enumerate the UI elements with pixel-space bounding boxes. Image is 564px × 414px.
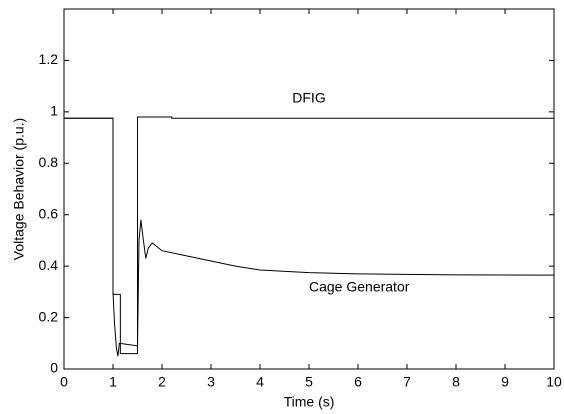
y-tick-label: 0.2 xyxy=(39,308,59,324)
y-tick-label: 0.4 xyxy=(39,257,59,273)
series-line xyxy=(64,117,555,357)
y-tick-label: 0.6 xyxy=(39,205,59,221)
series-annotation: Cage Generator xyxy=(309,279,410,295)
x-tick-label: 5 xyxy=(305,374,313,390)
y-tick-label: 0 xyxy=(50,360,58,376)
x-tick-label: 1 xyxy=(109,374,117,390)
x-axis-label: Time (s) xyxy=(284,394,335,410)
y-axis-label: Voltage Behavior (p.u.) xyxy=(11,118,27,260)
x-tick-label: 10 xyxy=(546,374,562,390)
x-tick-label: 0 xyxy=(60,374,68,390)
x-tick-label: 4 xyxy=(256,374,264,390)
x-tick-label: 7 xyxy=(403,374,411,390)
y-tick-label: 1.2 xyxy=(39,51,59,67)
x-tick-label: 3 xyxy=(207,374,215,390)
x-tick-label: 2 xyxy=(158,374,166,390)
y-tick-label: 1 xyxy=(50,103,58,119)
y-tick-label: 0.8 xyxy=(39,154,59,170)
x-tick-label: 8 xyxy=(452,374,460,390)
plot-box xyxy=(63,8,555,370)
x-tick-label: 9 xyxy=(501,374,509,390)
series-annotation: DFIG xyxy=(292,90,325,106)
x-tick-label: 6 xyxy=(354,374,362,390)
